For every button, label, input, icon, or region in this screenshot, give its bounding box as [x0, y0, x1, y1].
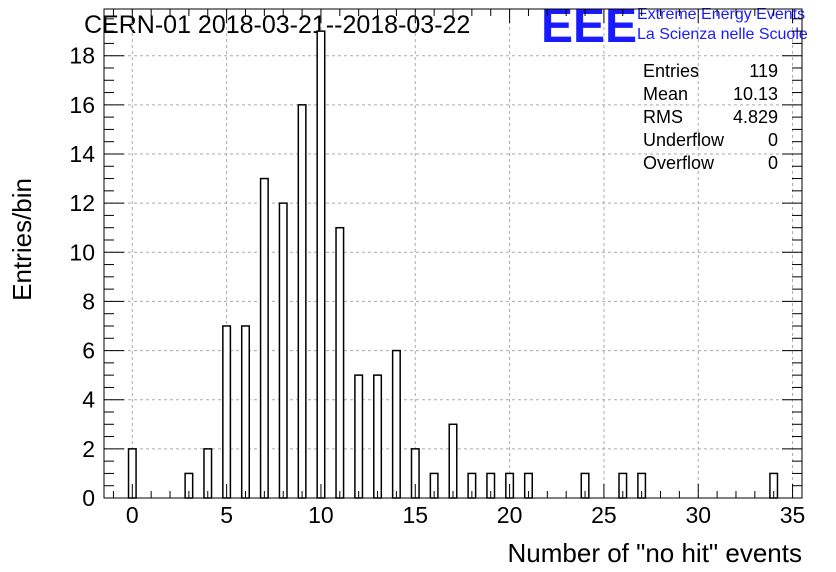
stats-label: Mean [643, 84, 688, 104]
histogram-bar [222, 325, 232, 499]
stats-value: 119 [749, 61, 778, 81]
y-tick-label: 8 [82, 288, 95, 314]
stats-label: Entries [643, 61, 699, 81]
stats-value: 0 [768, 153, 778, 173]
x-tick-label: 20 [497, 502, 523, 528]
x-tick-label: 0 [126, 502, 139, 528]
axis-ticks [104, 9, 802, 499]
histogram-bar [335, 226, 345, 499]
y-tick-label: 14 [69, 141, 95, 167]
y-tick-label: 0 [82, 485, 95, 511]
histogram-bar [316, 30, 326, 499]
chart-title: CERN-01 2018-03-21--2018-03-22 [84, 11, 470, 39]
y-tick-labels: 0 2 4 6 8 10 12 14 16 18 [69, 43, 95, 511]
stats-value: 4.829 [733, 107, 778, 127]
histogram-bar [259, 177, 269, 499]
histogram-bar [391, 349, 401, 499]
y-tick-label: 6 [82, 338, 95, 364]
y-tick-label: 10 [69, 239, 95, 265]
logo-letters: EEE [541, 0, 637, 53]
stats-value: 0 [768, 130, 778, 150]
stats-label: Underflow [643, 130, 725, 150]
histogram-bar [278, 202, 288, 499]
y-tick-label: 2 [82, 436, 95, 462]
y-tick-label: 18 [69, 43, 95, 69]
stats-value: 10.13 [733, 84, 778, 104]
x-tick-labels: 0 5 10 15 20 25 30 35 [126, 502, 805, 528]
histogram-bar [448, 423, 458, 499]
logo-line-2: La Scienza nelle Scuole [637, 26, 808, 43]
histogram-bar [297, 104, 307, 499]
x-tick-label: 10 [308, 502, 334, 528]
histogram-bar [240, 325, 251, 499]
x-tick-label: 15 [402, 502, 428, 528]
x-tick-label: 25 [591, 502, 617, 528]
histogram-bar [373, 374, 383, 499]
x-tick-label: 35 [780, 502, 806, 528]
histogram-bar [354, 374, 364, 499]
histogram-bars [127, 30, 779, 499]
x-tick-label: 30 [685, 502, 711, 528]
y-tick-label: 16 [69, 92, 95, 118]
stats-label: RMS [643, 107, 683, 127]
x-axis-label: Number of "no hit" events [508, 538, 803, 568]
y-tick-label: 12 [69, 190, 95, 216]
y-axis-label: Entries/bin [7, 178, 37, 301]
stats-box: Entries 119 Mean 10.13 RMS 4.829 Underflow 0 Ove… [643, 61, 778, 173]
x-tick-label: 5 [220, 502, 233, 528]
histogram-bar [203, 448, 213, 499]
y-tick-label: 4 [82, 387, 95, 413]
stats-label: Overflow [643, 153, 715, 173]
